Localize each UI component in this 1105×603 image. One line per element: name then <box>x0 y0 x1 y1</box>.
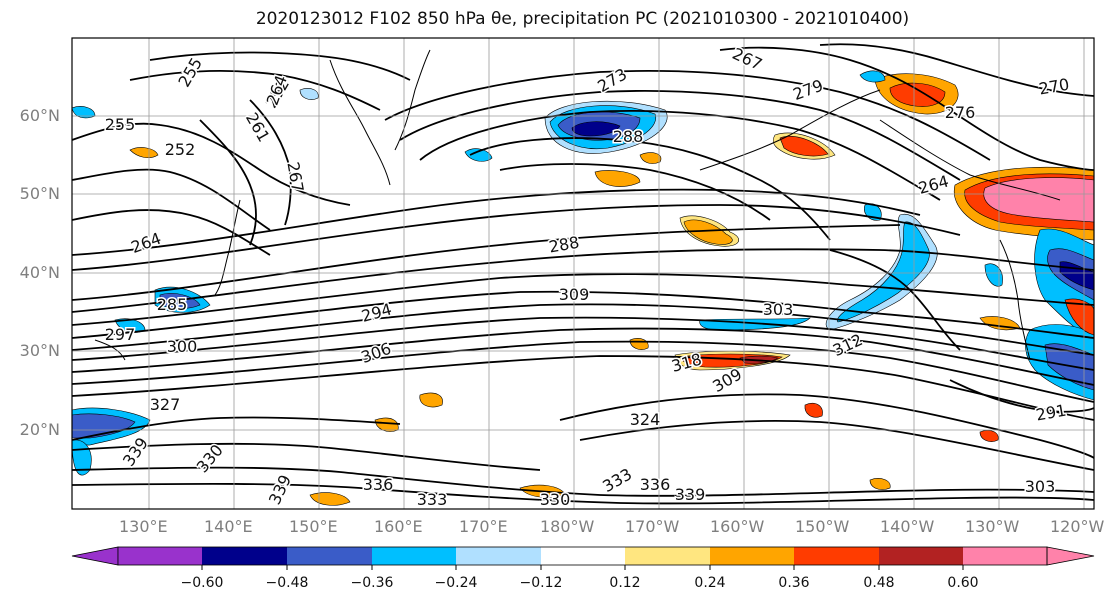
colorbar-tick-label: −0.60 <box>180 575 224 591</box>
colorbar-tick-label: 0.48 <box>863 575 895 591</box>
lat-label-60n: 60°N <box>19 106 60 125</box>
lon-label-130w: 130°W <box>965 517 1020 536</box>
contour-label: 297 <box>105 325 136 344</box>
lon-label-140e: 140°E <box>204 517 253 536</box>
lon-label-170e: 170°E <box>459 517 508 536</box>
contour-label: 252 <box>165 140 196 159</box>
colorbar-swatch <box>118 547 202 565</box>
colorbar-swatch <box>879 547 963 565</box>
contour-label: 330 <box>540 490 571 509</box>
contour-label: 276 <box>945 103 976 122</box>
lon-label-130e: 130°E <box>119 517 168 536</box>
contour-label: 255 <box>105 115 136 134</box>
lat-label-30n: 30°N <box>19 341 60 360</box>
contour-label: 303 <box>1025 477 1056 496</box>
contour-label: 333 <box>417 490 448 509</box>
contour-label: 327 <box>150 395 181 414</box>
map-gridlines <box>72 38 1094 509</box>
lon-label-120w: 120°W <box>1050 517 1105 536</box>
colorbar-swatch <box>710 547 794 565</box>
colorbar-outline <box>117 546 1048 566</box>
contour-label: 285 <box>157 295 188 314</box>
colorbar <box>71 546 1095 570</box>
colorbar-extend-high <box>1046 546 1095 566</box>
colorbar-swatch <box>202 547 287 565</box>
contour-label: 288 <box>547 233 580 257</box>
colorbar-tick-label: 0.12 <box>609 575 641 591</box>
colorbar-swatch <box>287 547 372 565</box>
contour-label: 336 <box>640 475 671 494</box>
lon-label-180w: 180°W <box>540 517 595 536</box>
lon-label-150w: 150°W <box>795 517 850 536</box>
colorbar-swatch <box>794 547 879 565</box>
lon-label-150e: 150°E <box>289 517 338 536</box>
colorbar-extend-low <box>71 546 119 566</box>
colorbar-swatch <box>625 547 710 565</box>
contour-label: 336 <box>363 475 394 494</box>
contour-label: 324 <box>630 410 661 429</box>
colorbar-tick-label: 0.60 <box>947 575 979 591</box>
coastlines <box>94 49 1061 361</box>
lon-label-160e: 160°E <box>374 517 423 536</box>
contour-label: 339 <box>675 485 706 504</box>
map-title: 2020123012 F102 850 hPa θe, precipitatio… <box>255 9 910 29</box>
colorbar-tick-label: −0.36 <box>350 575 394 591</box>
lat-label-20n: 20°N <box>19 420 60 439</box>
lon-label-170w: 170°W <box>625 517 680 536</box>
contour-label: 288 <box>613 127 644 146</box>
theta-e-contours <box>72 43 1094 505</box>
colorbar-tick-label: −0.48 <box>265 575 309 591</box>
colorbar-swatch <box>541 547 625 565</box>
colorbar-tick-label: 0.24 <box>694 575 726 591</box>
contour-label: 300 <box>167 337 198 356</box>
colorbar-tick-label: 0.36 <box>778 575 810 591</box>
lon-label-160w: 160°W <box>710 517 765 536</box>
colorbar-swatch <box>456 547 541 565</box>
colorbar-tick-label: −0.12 <box>519 575 563 591</box>
map-frame <box>71 37 1095 510</box>
lon-label-140w: 140°W <box>880 517 935 536</box>
contour-label: 303 <box>763 300 794 319</box>
colorbar-swatch <box>372 547 456 565</box>
lat-label-50n: 50°N <box>19 184 60 203</box>
lat-label-40n: 40°N <box>19 263 60 282</box>
colorbar-swatch <box>963 547 1047 565</box>
colorbar-tick-label: −0.24 <box>434 575 478 591</box>
contour-label: 309 <box>559 285 590 304</box>
